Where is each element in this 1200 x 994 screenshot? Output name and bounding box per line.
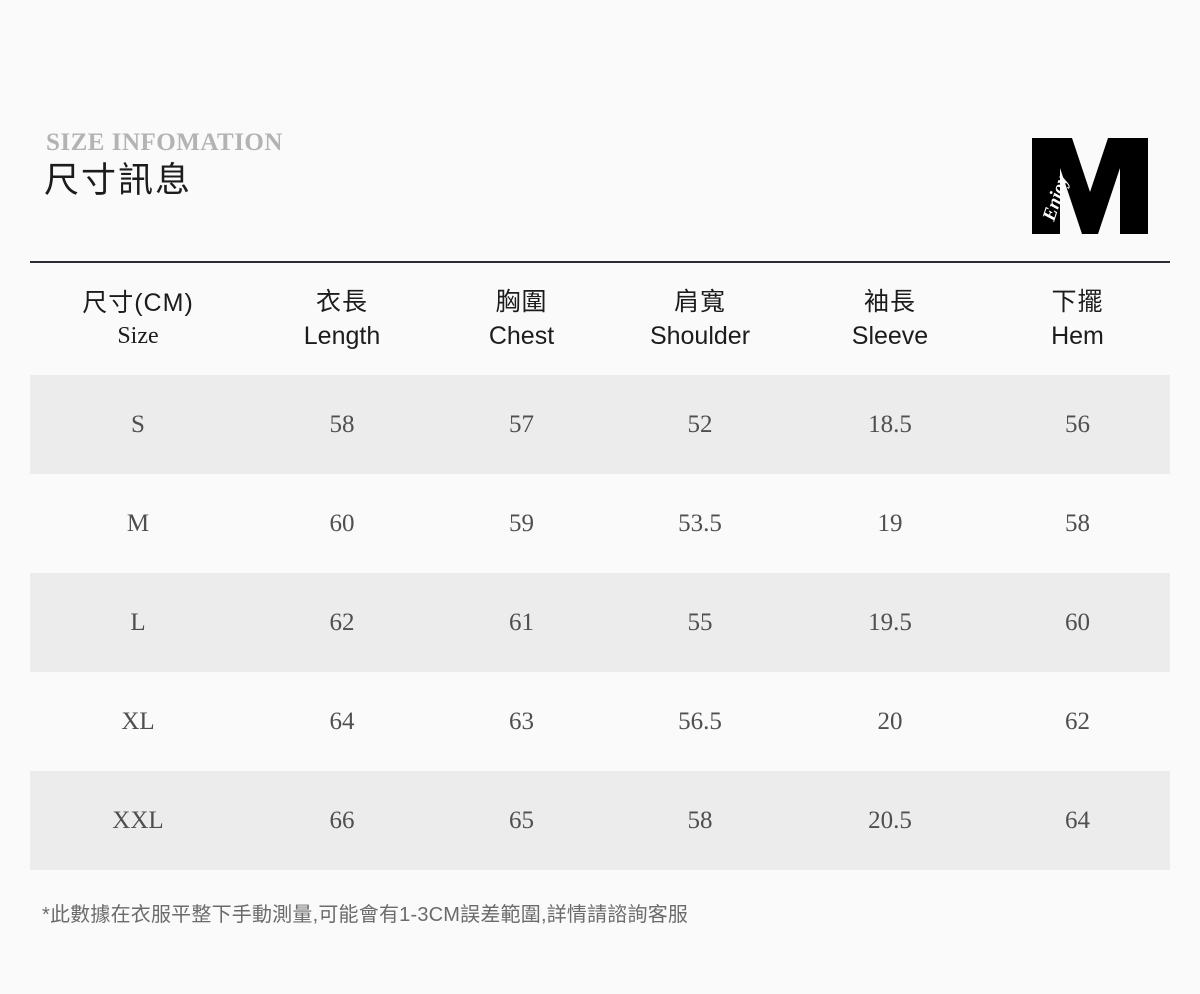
cell-shoulder: 56.5 [678,708,722,735]
page-header: SIZE INFOMATION 尺寸訊息 Enjoy [30,130,1170,240]
table-row: L 62 61 55 19.5 60 [30,573,1170,672]
cell-hem: 58 [1065,510,1090,537]
cell-chest: 61 [509,609,534,636]
cell-size: S [131,411,145,438]
column-header-hem-en: Hem [1051,322,1104,351]
column-header-hem: 下擺 Hem [985,286,1170,352]
column-header-shoulder: 肩寬 Shoulder [605,286,795,352]
column-header-size: 尺寸(CM) Size [30,287,246,352]
cell-chest: 59 [509,510,534,537]
size-table: 尺寸(CM) Size 衣長 Length 胸圍 Chest 肩寬 Should… [30,264,1170,870]
cell-chest: 63 [509,708,534,735]
column-header-size-en: Size [117,322,159,349]
cell-shoulder: 58 [687,807,713,834]
column-header-length-en: Length [303,322,381,351]
page-title-english: SIZE INFOMATION [46,129,283,156]
cell-size: XL [121,708,155,735]
cell-size: M [126,510,150,537]
cell-chest: 57 [509,411,534,438]
cell-sleeve: 20.5 [868,807,912,834]
cell-length: 64 [329,708,355,735]
table-row: S 58 57 52 18.5 56 [30,375,1170,474]
column-header-sleeve: 袖長 Sleeve [795,286,985,352]
table-header-row: 尺寸(CM) Size 衣長 Length 胸圍 Chest 肩寬 Should… [30,264,1170,375]
table-row: XL 64 63 56.5 20 62 [30,672,1170,771]
page-title-chinese: 尺寸訊息 [44,161,193,200]
column-header-length-zh: 衣長 [315,288,368,317]
cell-shoulder: 53.5 [678,510,722,537]
cell-hem: 64 [1065,807,1090,834]
column-header-chest-en: Chest [488,322,555,351]
cell-hem: 60 [1065,609,1090,636]
cell-size: L [130,609,146,636]
column-header-hem-zh: 下擺 [1051,288,1104,317]
column-header-sleeve-zh: 袖長 [863,288,916,317]
cell-hem: 62 [1065,708,1090,735]
column-header-shoulder-en: Shoulder [649,322,751,351]
column-header-length: 衣長 Length [246,286,438,352]
cell-sleeve: 18.5 [868,411,912,438]
table-row: M 60 59 53.5 19 58 [30,474,1170,573]
column-header-sleeve-en: Sleeve [851,322,929,351]
cell-hem: 56 [1065,411,1090,438]
enjoy-m-logo: Enjoy [1028,130,1152,242]
cell-shoulder: 55 [687,609,713,636]
cell-sleeve: 20 [877,708,903,735]
column-header-chest-zh: 胸圍 [495,288,548,317]
cell-length: 58 [329,411,355,438]
cell-chest: 65 [509,807,534,834]
column-header-size-zh: 尺寸(CM) [82,289,194,318]
cell-size: XXL [112,807,164,834]
header-divider [30,261,1170,263]
column-header-chest: 胸圍 Chest [438,286,605,352]
measurement-disclaimer: *此數據在衣服平整下手動測量,可能會有1-3CM誤差範圍,詳情請諮詢客服 [42,904,689,926]
cell-sleeve: 19.5 [868,609,912,636]
column-header-shoulder-zh: 肩寬 [673,288,726,317]
cell-sleeve: 19 [877,510,903,537]
cell-length: 62 [329,609,355,636]
cell-shoulder: 52 [687,411,713,438]
cell-length: 60 [329,510,355,537]
table-row: XXL 66 65 58 20.5 64 [30,771,1170,870]
cell-length: 66 [329,807,355,834]
